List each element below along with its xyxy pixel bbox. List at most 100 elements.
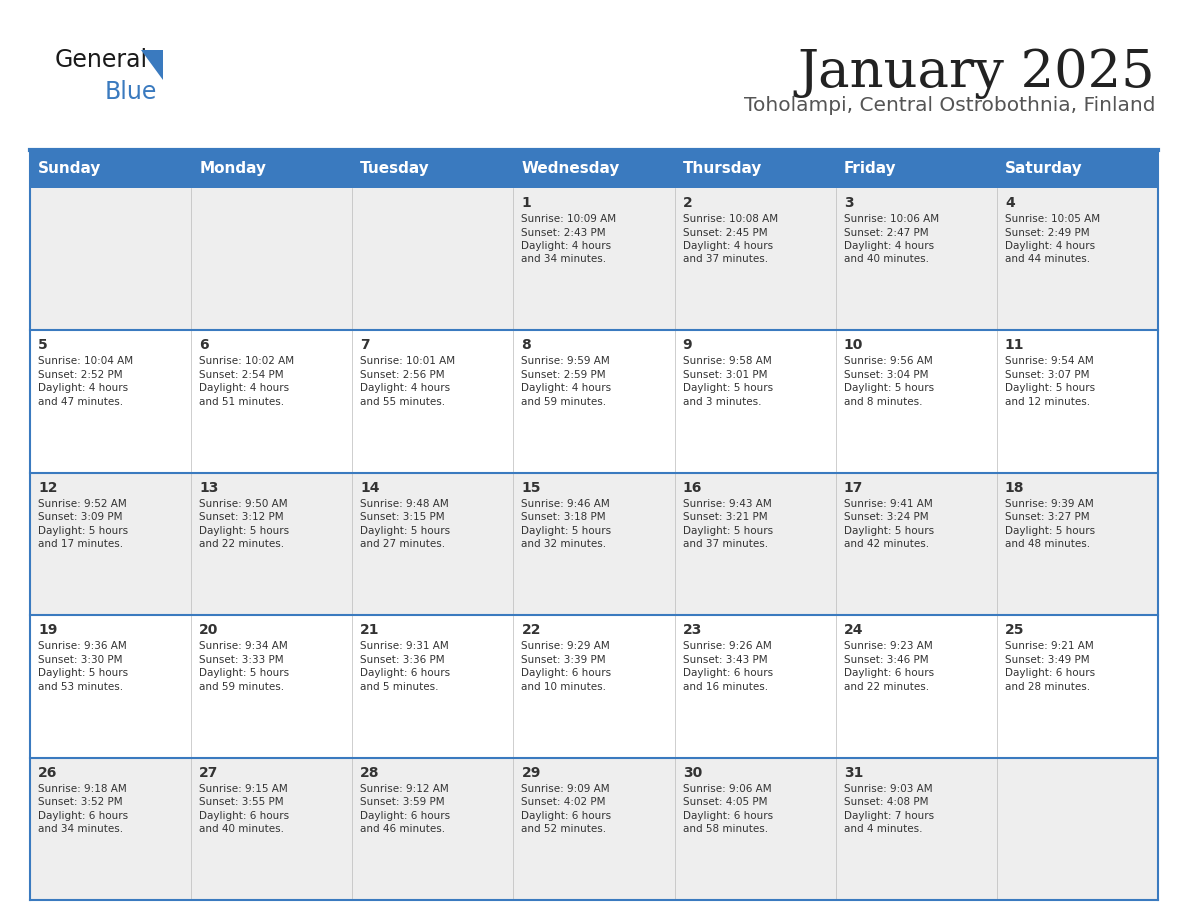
Text: Sunset: 3:49 PM: Sunset: 3:49 PM: [1005, 655, 1089, 665]
Bar: [30, 150, 1158, 188]
Text: and 34 minutes.: and 34 minutes.: [522, 254, 607, 264]
Text: and 27 minutes.: and 27 minutes.: [360, 539, 446, 549]
Text: Sunrise: 9:03 AM: Sunrise: 9:03 AM: [843, 784, 933, 793]
Text: and 16 minutes.: and 16 minutes.: [683, 682, 767, 691]
Bar: [30, 473, 1158, 615]
Bar: [30, 188, 1158, 330]
Text: Daylight: 5 hours: Daylight: 5 hours: [1005, 384, 1095, 394]
Text: 1: 1: [522, 196, 531, 210]
Text: Sunrise: 9:26 AM: Sunrise: 9:26 AM: [683, 641, 771, 651]
Text: Daylight: 7 hours: Daylight: 7 hours: [843, 811, 934, 821]
Text: 16: 16: [683, 481, 702, 495]
Text: Daylight: 6 hours: Daylight: 6 hours: [522, 668, 612, 678]
Text: 17: 17: [843, 481, 864, 495]
Text: 29: 29: [522, 766, 541, 779]
Text: and 53 minutes.: and 53 minutes.: [38, 682, 124, 691]
Text: Saturday: Saturday: [1005, 162, 1082, 176]
Text: Sunset: 2:47 PM: Sunset: 2:47 PM: [843, 228, 928, 238]
Text: Tuesday: Tuesday: [360, 162, 430, 176]
Text: 23: 23: [683, 623, 702, 637]
Text: and 47 minutes.: and 47 minutes.: [38, 397, 124, 407]
Text: Daylight: 6 hours: Daylight: 6 hours: [522, 811, 612, 821]
Text: 22: 22: [522, 623, 541, 637]
Text: Sunset: 3:33 PM: Sunset: 3:33 PM: [200, 655, 284, 665]
Text: Sunday: Sunday: [38, 162, 101, 176]
Text: Sunrise: 9:58 AM: Sunrise: 9:58 AM: [683, 356, 771, 366]
Text: Sunset: 3:39 PM: Sunset: 3:39 PM: [522, 655, 606, 665]
Text: 31: 31: [843, 766, 864, 779]
Text: and 22 minutes.: and 22 minutes.: [200, 539, 284, 549]
Text: Daylight: 5 hours: Daylight: 5 hours: [1005, 526, 1095, 536]
Text: and 46 minutes.: and 46 minutes.: [360, 824, 446, 834]
Text: 5: 5: [38, 339, 48, 353]
Text: Sunset: 3:43 PM: Sunset: 3:43 PM: [683, 655, 767, 665]
Text: Sunset: 3:55 PM: Sunset: 3:55 PM: [200, 797, 284, 807]
Text: Daylight: 4 hours: Daylight: 4 hours: [683, 241, 772, 251]
Text: and 32 minutes.: and 32 minutes.: [522, 539, 607, 549]
Text: Sunset: 2:43 PM: Sunset: 2:43 PM: [522, 228, 606, 238]
Text: and 4 minutes.: and 4 minutes.: [843, 824, 922, 834]
Text: Sunrise: 9:52 AM: Sunrise: 9:52 AM: [38, 498, 127, 509]
Text: Sunrise: 10:01 AM: Sunrise: 10:01 AM: [360, 356, 455, 366]
Text: 10: 10: [843, 339, 864, 353]
Bar: [30, 757, 1158, 900]
Text: and 37 minutes.: and 37 minutes.: [683, 539, 767, 549]
Text: 13: 13: [200, 481, 219, 495]
Text: Sunrise: 9:18 AM: Sunrise: 9:18 AM: [38, 784, 127, 793]
Text: Daylight: 5 hours: Daylight: 5 hours: [360, 526, 450, 536]
Text: Daylight: 5 hours: Daylight: 5 hours: [38, 526, 128, 536]
Text: Sunset: 3:27 PM: Sunset: 3:27 PM: [1005, 512, 1089, 522]
Text: Daylight: 6 hours: Daylight: 6 hours: [1005, 668, 1095, 678]
Text: Sunset: 3:18 PM: Sunset: 3:18 PM: [522, 512, 606, 522]
Bar: [30, 615, 1158, 757]
Text: and 44 minutes.: and 44 minutes.: [1005, 254, 1091, 264]
Text: Sunset: 2:54 PM: Sunset: 2:54 PM: [200, 370, 284, 380]
Text: Sunset: 2:49 PM: Sunset: 2:49 PM: [1005, 228, 1089, 238]
Text: Daylight: 5 hours: Daylight: 5 hours: [522, 526, 612, 536]
Text: Daylight: 6 hours: Daylight: 6 hours: [200, 811, 290, 821]
Text: Daylight: 4 hours: Daylight: 4 hours: [522, 384, 612, 394]
Text: Sunrise: 9:54 AM: Sunrise: 9:54 AM: [1005, 356, 1094, 366]
Text: 11: 11: [1005, 339, 1024, 353]
Text: Sunset: 3:01 PM: Sunset: 3:01 PM: [683, 370, 767, 380]
Text: 9: 9: [683, 339, 693, 353]
Text: 6: 6: [200, 339, 209, 353]
Text: Daylight: 6 hours: Daylight: 6 hours: [843, 668, 934, 678]
Text: Friday: Friday: [843, 162, 897, 176]
Text: Sunrise: 10:05 AM: Sunrise: 10:05 AM: [1005, 214, 1100, 224]
Text: 18: 18: [1005, 481, 1024, 495]
Text: Sunrise: 9:23 AM: Sunrise: 9:23 AM: [843, 641, 933, 651]
Text: Daylight: 5 hours: Daylight: 5 hours: [200, 526, 290, 536]
Text: Daylight: 4 hours: Daylight: 4 hours: [360, 384, 450, 394]
Text: Sunset: 4:05 PM: Sunset: 4:05 PM: [683, 797, 767, 807]
Text: and 5 minutes.: and 5 minutes.: [360, 682, 438, 691]
Text: 20: 20: [200, 623, 219, 637]
Text: Daylight: 4 hours: Daylight: 4 hours: [200, 384, 290, 394]
Text: Sunset: 3:36 PM: Sunset: 3:36 PM: [360, 655, 446, 665]
Text: and 8 minutes.: and 8 minutes.: [843, 397, 922, 407]
Text: 21: 21: [360, 623, 380, 637]
Text: Sunrise: 9:06 AM: Sunrise: 9:06 AM: [683, 784, 771, 793]
Text: Sunset: 3:21 PM: Sunset: 3:21 PM: [683, 512, 767, 522]
Text: 19: 19: [38, 623, 57, 637]
Polygon shape: [141, 50, 163, 80]
Text: Daylight: 6 hours: Daylight: 6 hours: [38, 811, 128, 821]
Text: and 59 minutes.: and 59 minutes.: [200, 682, 284, 691]
Text: Sunrise: 10:04 AM: Sunrise: 10:04 AM: [38, 356, 133, 366]
Text: Monday: Monday: [200, 162, 266, 176]
Text: General: General: [55, 48, 148, 72]
Text: 7: 7: [360, 339, 369, 353]
Text: and 3 minutes.: and 3 minutes.: [683, 397, 762, 407]
Text: Sunrise: 9:39 AM: Sunrise: 9:39 AM: [1005, 498, 1094, 509]
Text: Thursday: Thursday: [683, 162, 762, 176]
Text: Sunset: 2:56 PM: Sunset: 2:56 PM: [360, 370, 446, 380]
Text: 12: 12: [38, 481, 57, 495]
Text: Sunset: 3:12 PM: Sunset: 3:12 PM: [200, 512, 284, 522]
Text: Daylight: 6 hours: Daylight: 6 hours: [683, 668, 772, 678]
Text: Daylight: 6 hours: Daylight: 6 hours: [683, 811, 772, 821]
Text: Sunrise: 9:59 AM: Sunrise: 9:59 AM: [522, 356, 611, 366]
Text: Sunset: 3:46 PM: Sunset: 3:46 PM: [843, 655, 928, 665]
Text: Sunrise: 9:21 AM: Sunrise: 9:21 AM: [1005, 641, 1094, 651]
Text: Wednesday: Wednesday: [522, 162, 620, 176]
Text: Sunrise: 9:36 AM: Sunrise: 9:36 AM: [38, 641, 127, 651]
